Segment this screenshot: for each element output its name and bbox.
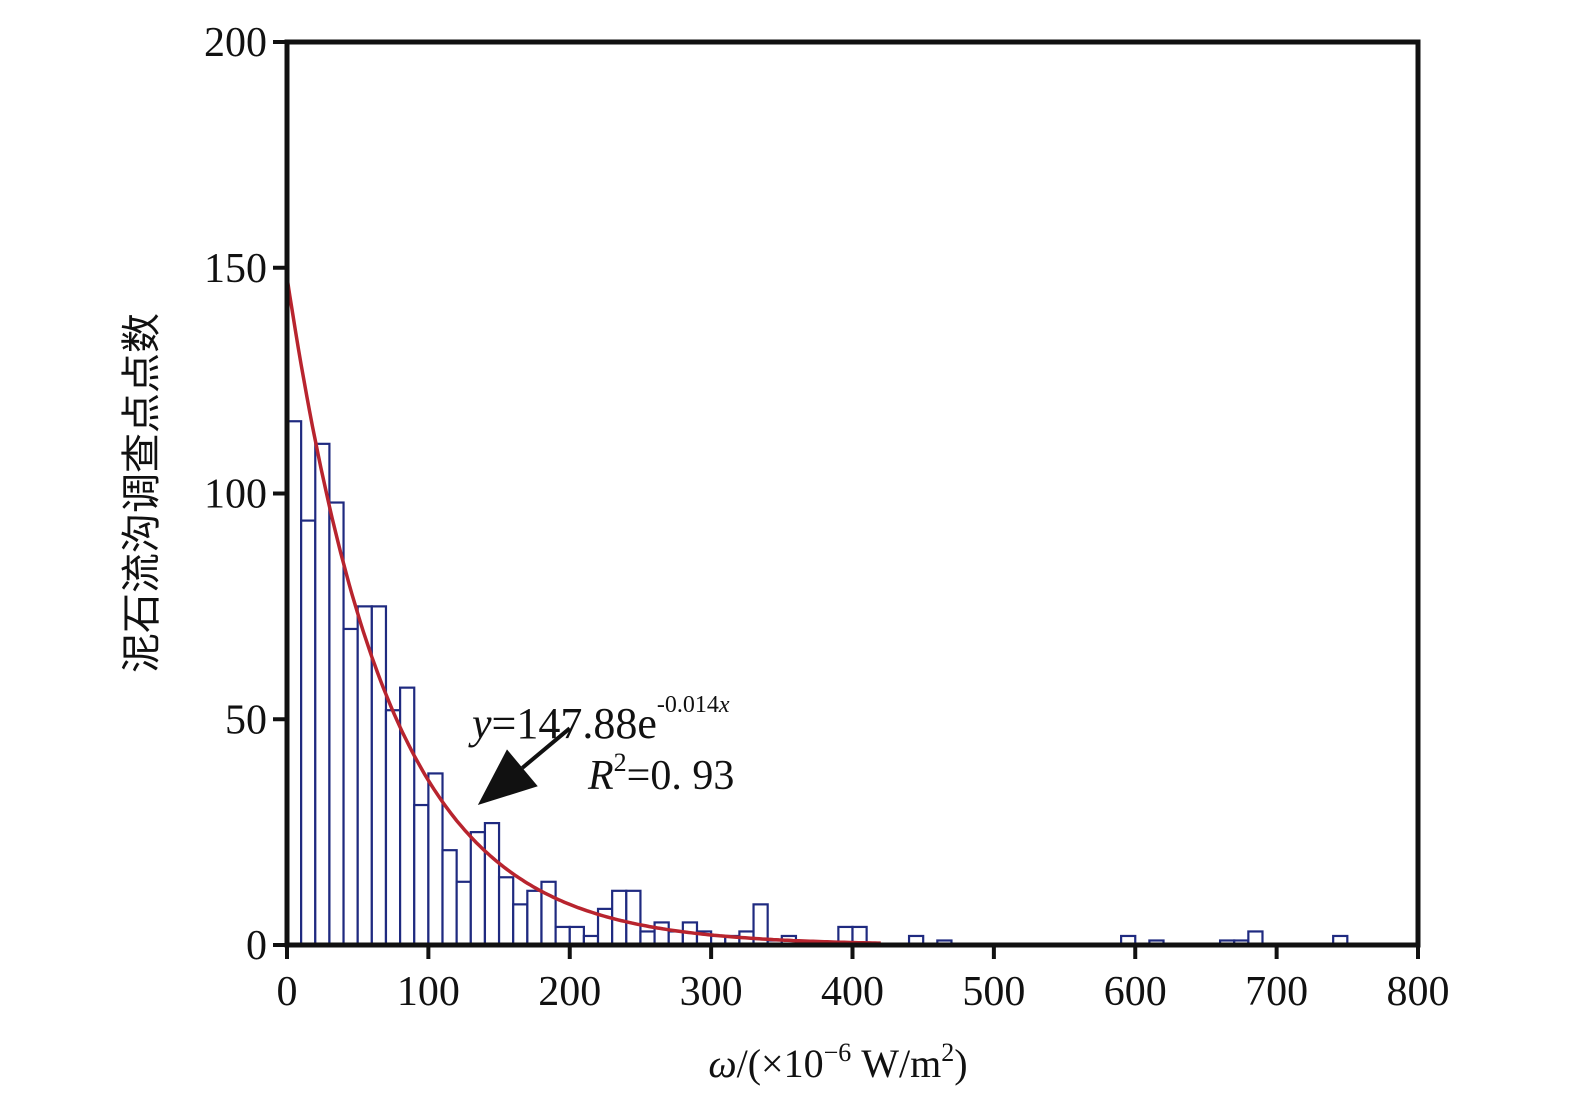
x-tick-label: 200 (538, 969, 601, 1015)
histogram-bar (314, 442, 331, 947)
histogram-bar (512, 903, 529, 947)
x-tick-label: 800 (1387, 969, 1450, 1015)
annotation-arrow-shaft (521, 726, 572, 770)
x-tick-label: 400 (821, 969, 884, 1015)
histogram-bar (526, 889, 543, 947)
histogram-bar (413, 803, 430, 947)
histogram-bar (483, 821, 501, 947)
histogram-bars (285, 420, 1349, 947)
annotation-arrow-head (477, 749, 538, 806)
histogram-bar (653, 921, 670, 947)
x-tick-label: 0 (277, 969, 298, 1015)
histogram-bar (399, 686, 416, 947)
histogram-bar (568, 925, 585, 947)
y-axis-label: 泥石流沟调查点点数 (119, 313, 164, 673)
y-tick-label: 50 (225, 697, 267, 743)
histogram-bar (370, 605, 388, 947)
fit-curve (285, 277, 881, 945)
y-tick-label: 100 (204, 472, 267, 518)
histogram-bar (497, 876, 515, 947)
histogram-bar (384, 709, 402, 947)
y-tick-label: 0 (246, 923, 267, 969)
x-tick-label: 100 (397, 969, 460, 1015)
histogram-bar (625, 889, 642, 947)
histogram-bar (300, 519, 317, 947)
histogram-bar (356, 605, 373, 947)
fit-equation: y=147.88e-0.014x (468, 692, 730, 748)
histogram-bar (342, 627, 359, 947)
y-axis-ticks: 0 50 100 150 200 (204, 20, 287, 969)
x-tick-label: 700 (1245, 969, 1308, 1015)
fit-r-squared: R2=0. 93 (587, 748, 734, 799)
x-tick-label: 500 (962, 969, 1025, 1015)
x-axis-label: ω/(×10−6 W/m2) (708, 1038, 967, 1086)
x-axis-ticks: 0 100 200 300 400 500 600 700 800 (277, 945, 1450, 1015)
histogram-bar (441, 849, 458, 947)
x-tick-label: 300 (680, 969, 743, 1015)
histogram-bar (554, 925, 571, 947)
histogram-bar (455, 880, 472, 947)
y-tick-label: 200 (204, 20, 267, 66)
y-tick-label: 150 (204, 246, 267, 292)
histogram-bar (328, 501, 345, 947)
x-tick-label: 600 (1104, 969, 1167, 1015)
plot-frame (284, 39, 1421, 948)
